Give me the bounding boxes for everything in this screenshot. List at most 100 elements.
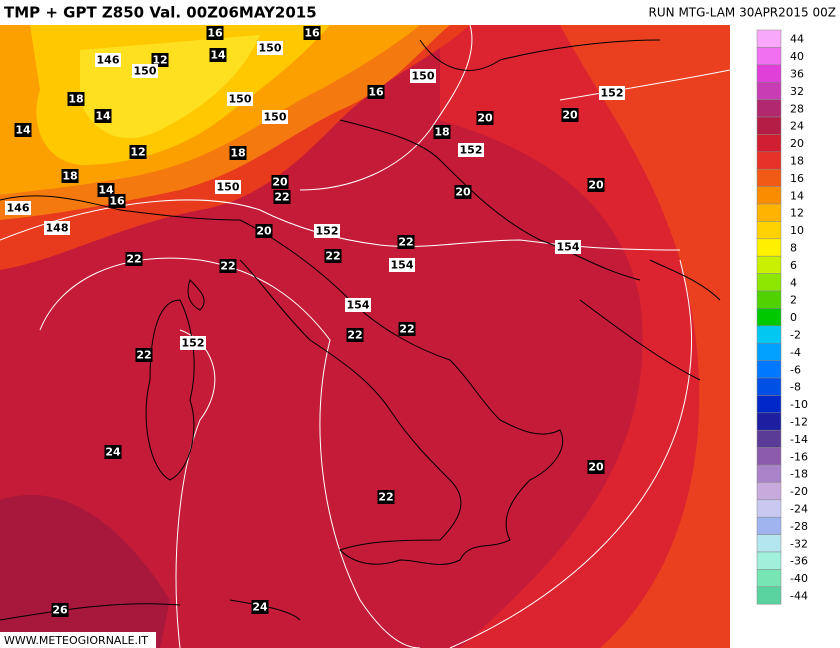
legend-swatch: [756, 168, 782, 187]
map-label: 20: [562, 109, 578, 122]
map-label: 20: [272, 176, 288, 189]
footer-box: [0, 632, 156, 648]
legend-label: -6: [790, 363, 801, 376]
map-label: 150: [217, 181, 240, 194]
legend-label: -18: [790, 468, 808, 481]
legend-swatch: [756, 534, 782, 553]
map-label: 18: [62, 170, 77, 183]
map-label: 20: [256, 225, 272, 238]
map-label: 154: [557, 241, 580, 254]
map-label: 150: [412, 70, 435, 83]
label-box: [389, 258, 415, 272]
legend-swatch: [756, 429, 782, 448]
legend-label: 16: [790, 172, 804, 185]
label-box: [209, 48, 227, 62]
map-label: 22: [274, 191, 289, 204]
legend-swatch: [756, 447, 782, 466]
legend-label: 40: [790, 50, 804, 63]
map-label: 16: [207, 27, 223, 40]
label-box: [104, 445, 122, 459]
label-box: [206, 26, 224, 40]
label-box: [219, 259, 237, 273]
label-box: [251, 600, 269, 614]
legend-swatch: [756, 186, 782, 205]
map-label: 16: [368, 86, 384, 99]
map-label: 148: [46, 222, 69, 235]
legend-swatch: [756, 464, 782, 483]
legend-label: -36: [790, 555, 808, 568]
legend-swatch: [756, 308, 782, 327]
legend-label: -20: [790, 485, 808, 498]
label-box: [135, 348, 153, 362]
legend-swatch: [756, 499, 782, 518]
legend-label: 0: [790, 311, 797, 324]
legend-swatch: [756, 255, 782, 274]
map-label: 24: [252, 601, 268, 614]
legend-label: -8: [790, 381, 801, 394]
label-box: [5, 201, 31, 215]
legend-label: -16: [790, 450, 808, 463]
label-box: [410, 69, 436, 83]
legend-label: -28: [790, 520, 808, 533]
legend-swatch: [756, 273, 782, 292]
label-box: [324, 249, 342, 263]
label-box: [215, 180, 241, 194]
map-label: 20: [477, 112, 493, 125]
map-label: 22: [399, 323, 414, 336]
map-title: TMP + GPT Z850 Val. 00Z06MAY2015: [4, 4, 317, 22]
label-box: [433, 125, 451, 139]
map-label: 16: [109, 195, 125, 208]
label-box: [262, 110, 288, 124]
label-box: [227, 92, 253, 106]
label-box: [367, 85, 385, 99]
legend-label: -32: [790, 537, 808, 550]
label-box: [587, 460, 605, 474]
map-label: 26: [52, 604, 68, 617]
map-label: 20: [588, 461, 604, 474]
legend-label: 18: [790, 155, 804, 168]
legend-label: 8: [790, 242, 797, 255]
legend-label: 2: [790, 294, 797, 307]
legend-label: 10: [790, 224, 804, 237]
label-box: [458, 143, 484, 157]
legend-swatch: [756, 516, 782, 535]
map-label: 152: [316, 225, 339, 238]
map-label: 22: [398, 236, 413, 249]
map-label: 22: [325, 250, 340, 263]
legend: 44403632282420181614121086420-2-4-6-8-10…: [756, 29, 808, 605]
legend-label: -44: [790, 590, 808, 603]
label-box: [95, 53, 121, 67]
map-label: 14: [15, 124, 31, 137]
map-label: 152: [182, 337, 205, 350]
legend-label: -14: [790, 433, 808, 446]
run-info: RUN MTG-LAM 30APR2015 00Z: [649, 6, 836, 20]
legend-label: -2: [790, 329, 801, 342]
map-label: 150: [259, 42, 282, 55]
legend-swatch: [756, 412, 782, 431]
label-box: [61, 169, 79, 183]
legend-label: -4: [790, 346, 801, 359]
map-label: 24: [105, 446, 121, 459]
legend-swatch: [756, 586, 782, 605]
label-box: [587, 178, 605, 192]
legend-label: 12: [790, 207, 804, 220]
legend-swatch: [756, 342, 782, 361]
map-label: 14: [95, 110, 111, 123]
legend-swatch: [756, 81, 782, 100]
legend-swatch: [756, 151, 782, 170]
label-box: [555, 240, 581, 254]
label-box: [398, 322, 416, 336]
label-box: [271, 175, 289, 189]
label-box: [561, 108, 579, 122]
label-box: [229, 146, 247, 160]
map-label: 22: [126, 253, 141, 266]
label-box: [377, 490, 395, 504]
map-label: 154: [391, 259, 414, 272]
label-box: [255, 224, 273, 238]
label-box: [397, 235, 415, 249]
legend-swatch: [756, 325, 782, 344]
map-label: 22: [136, 349, 151, 362]
map-label: 18: [68, 93, 83, 106]
label-box: [67, 92, 85, 106]
